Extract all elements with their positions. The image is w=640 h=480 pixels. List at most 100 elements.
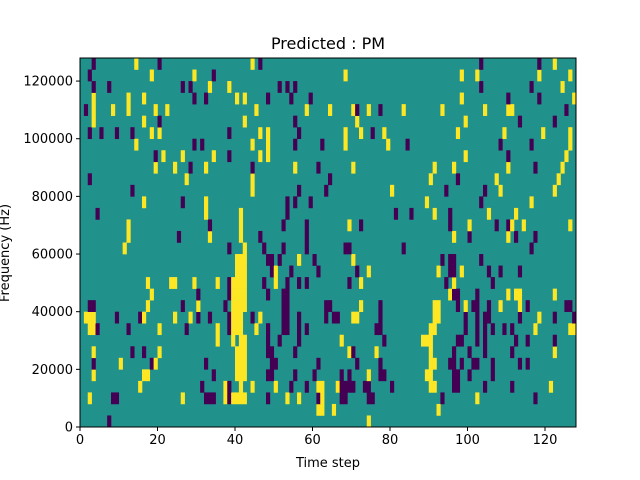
- heatmap-cell: [196, 300, 201, 312]
- heatmap-cell: [180, 150, 185, 163]
- heatmap-cell: [87, 311, 92, 324]
- heatmap-cell: [269, 254, 275, 266]
- heatmap-cell: [238, 311, 244, 324]
- heatmap-cell: [304, 230, 309, 243]
- heatmap-cell: [293, 369, 298, 382]
- heatmap-cell: [568, 323, 573, 336]
- heatmap-cell: [455, 334, 461, 347]
- heatmap-cell: [393, 207, 399, 220]
- heatmap-cell: [483, 184, 488, 197]
- heatmap-cell: [258, 58, 263, 70]
- heatmap-cell: [273, 357, 278, 370]
- heatmap-cell: [359, 277, 364, 289]
- heatmap-cell: [134, 138, 139, 151]
- heatmap-cell: [258, 127, 263, 140]
- heatmap-cell: [537, 69, 542, 82]
- heatmap-cell: [459, 265, 464, 278]
- heatmap-cell: [87, 69, 92, 82]
- heatmap-cell: [126, 323, 131, 336]
- heatmap-cell: [227, 311, 232, 324]
- heatmap-cell: [316, 357, 321, 370]
- heatmap-cell: [188, 81, 193, 93]
- x-tick-label: 60: [304, 433, 321, 448]
- heatmap-cell: [347, 369, 352, 382]
- heatmap-cell: [483, 334, 488, 347]
- heatmap-cell: [285, 288, 290, 301]
- heatmap-cell: [242, 357, 247, 370]
- heatmap-cell: [510, 219, 515, 232]
- heatmap-cell: [235, 254, 240, 266]
- heatmap-cell: [231, 323, 236, 336]
- heatmap-cell: [548, 380, 554, 393]
- heatmap-cell: [250, 184, 255, 197]
- x-axis-ticks: 0 20 40 60 80 100 120: [76, 427, 557, 448]
- heatmap-cell: [83, 311, 89, 324]
- heatmap-cell: [479, 254, 484, 266]
- heatmap-cell: [227, 323, 232, 336]
- heatmap-cell: [572, 92, 577, 105]
- heatmap-cell: [238, 300, 244, 312]
- plot-frame: [79, 57, 577, 428]
- heatmap-cell: [204, 92, 209, 105]
- heatmap-cell: [231, 277, 236, 289]
- heatmap-cell: [235, 357, 240, 370]
- heatmap-cell: [335, 311, 340, 324]
- heatmap-cell: [266, 346, 271, 359]
- heatmap-cell: [242, 265, 247, 278]
- x-tick-label: 40: [227, 433, 244, 448]
- heatmap-cell: [266, 392, 271, 405]
- heatmap-cell: [510, 346, 515, 359]
- heatmap-cell: [304, 219, 309, 232]
- heatmap-cell: [343, 242, 348, 255]
- x-tick-label: 0: [76, 433, 84, 448]
- heatmap-cell: [506, 104, 511, 116]
- heatmap-cell: [386, 138, 391, 151]
- heatmap-cell: [370, 127, 375, 140]
- heatmap-cell: [231, 311, 236, 324]
- heatmap-cell: [572, 311, 577, 324]
- heatmap-cell: [266, 138, 271, 151]
- heatmap-cell: [235, 323, 240, 336]
- x-tick-label: 80: [382, 433, 399, 448]
- heatmap-cell: [428, 173, 433, 186]
- heatmap-cell: [568, 138, 573, 151]
- heatmap-cell: [266, 150, 271, 163]
- heatmap-cell: [506, 92, 511, 105]
- heatmap-cell: [289, 92, 294, 105]
- heatmap-cell: [227, 380, 232, 393]
- heatmap-cell: [130, 184, 135, 197]
- heatmap-cell: [483, 346, 488, 359]
- heatmap-cell: [486, 300, 492, 312]
- heatmap-cell: [91, 357, 96, 370]
- heatmap-cell: [455, 369, 461, 382]
- heatmap-cell: [455, 173, 461, 186]
- y-tick-label: 80000: [32, 190, 73, 205]
- heatmap-cell: [475, 69, 480, 82]
- heatmap-cell: [266, 288, 271, 301]
- heatmap-cell: [343, 127, 348, 140]
- heatmap-cell: [308, 92, 313, 105]
- heatmap-cell: [153, 161, 158, 174]
- heatmap-cell: [564, 300, 569, 312]
- heatmap-cell: [568, 300, 573, 312]
- heatmap-cell: [374, 323, 379, 336]
- heatmap-cell: [486, 311, 492, 324]
- heatmap-cell: [564, 104, 569, 116]
- heatmap-cell: [506, 161, 511, 174]
- heatmap-cell: [436, 311, 441, 324]
- heatmap-cell: [339, 334, 344, 347]
- heatmap-cell: [455, 380, 461, 393]
- heatmap-cell: [180, 392, 185, 405]
- heatmap-cell: [452, 161, 457, 174]
- heatmap-cell: [502, 127, 507, 140]
- heatmap-cell: [390, 184, 395, 197]
- heatmap-cell: [204, 161, 209, 174]
- heatmap-cell: [304, 277, 309, 289]
- heatmap-cell: [204, 392, 209, 405]
- heatmap-cell: [514, 207, 519, 220]
- heatmap-cell: [475, 323, 480, 336]
- heatmap-cell: [355, 115, 360, 128]
- heatmap-cell: [250, 161, 255, 174]
- heatmap-cell: [448, 265, 453, 278]
- heatmap-cell: [192, 92, 197, 105]
